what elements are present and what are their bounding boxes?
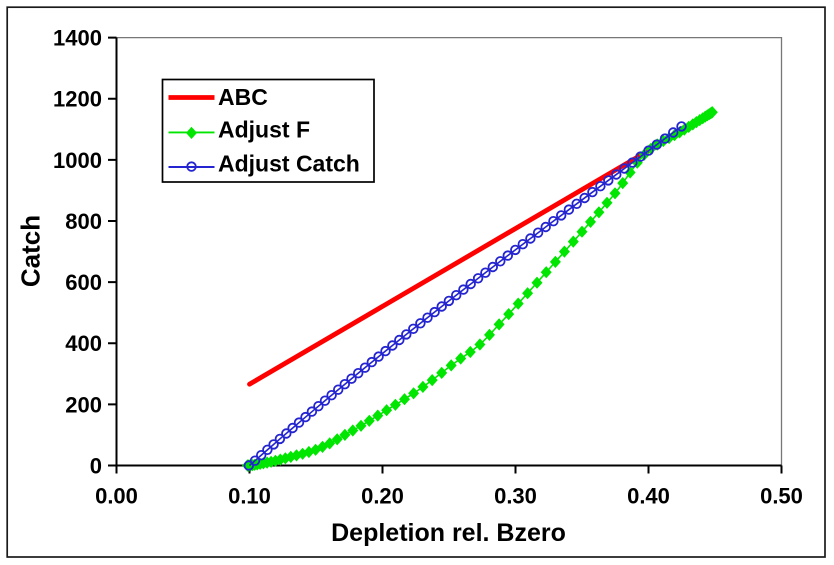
svg-text:200: 200 [65,392,102,417]
svg-text:600: 600 [65,270,102,295]
svg-text:1400: 1400 [53,26,102,51]
svg-text:0.50: 0.50 [760,484,803,509]
svg-text:ABC: ABC [218,84,268,110]
svg-text:0.10: 0.10 [228,484,271,509]
svg-text:0.20: 0.20 [361,484,404,509]
svg-text:Adjust Catch: Adjust Catch [218,151,360,177]
svg-text:0.30: 0.30 [494,484,537,509]
svg-text:Catch: Catch [16,215,46,287]
svg-text:Depletion rel. Bzero: Depletion rel. Bzero [331,519,566,547]
svg-text:0: 0 [90,454,102,479]
svg-text:0.00: 0.00 [95,484,138,509]
svg-text:0.40: 0.40 [627,484,670,509]
svg-text:1200: 1200 [53,87,102,112]
svg-text:800: 800 [65,209,102,234]
svg-text:1000: 1000 [53,148,102,173]
svg-text:400: 400 [65,331,102,356]
svg-text:Adjust F: Adjust F [218,117,310,143]
